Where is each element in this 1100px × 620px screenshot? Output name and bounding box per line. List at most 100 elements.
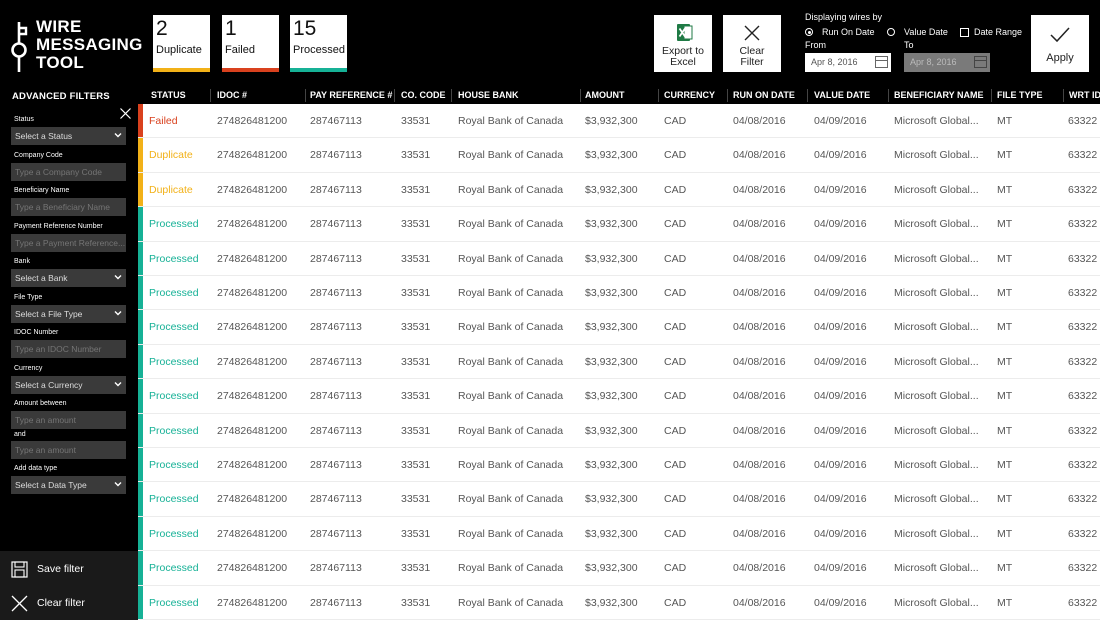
house-bank-cell: Royal Bank of Canada bbox=[458, 424, 564, 437]
idoc-number-input[interactable] bbox=[11, 340, 126, 358]
column-header-value-date[interactable]: VALUE DATE bbox=[814, 90, 871, 100]
amount-min-input[interactable] bbox=[11, 411, 126, 429]
export-excel-button[interactable]: Export to Excel bbox=[654, 15, 712, 72]
table-row[interactable]: Processed 274826481200 287467113 33531 Royal… bbox=[138, 516, 1100, 552]
currency-cell: CAD bbox=[664, 149, 687, 162]
status-select[interactable]: Select a Status bbox=[11, 127, 126, 145]
beneficiary-name-cell: Microsoft Global... bbox=[894, 527, 979, 540]
radio-unselected-icon[interactable] bbox=[887, 28, 895, 36]
table-row[interactable]: Processed 274826481200 287467113 33531 Royal… bbox=[138, 413, 1100, 448]
currency-cell: CAD bbox=[664, 115, 687, 127]
file-type-cell: MT bbox=[997, 596, 1013, 609]
currency-select[interactable]: Select a Currency bbox=[11, 376, 126, 394]
amount-max-input[interactable] bbox=[11, 441, 126, 459]
status-cell: Duplicate bbox=[149, 149, 193, 162]
table-row[interactable]: Processed 274826481200 287467113 33531 Royal… bbox=[138, 448, 1100, 483]
company-code-input[interactable] bbox=[11, 163, 126, 181]
column-header-wrt-id[interactable]: WRT ID bbox=[1069, 90, 1100, 100]
status-stripe bbox=[138, 413, 143, 447]
beneficiary-name-input[interactable] bbox=[11, 198, 126, 216]
save-filter-button[interactable]: Save filter bbox=[0, 554, 138, 584]
column-header-status[interactable]: STATUS bbox=[151, 90, 186, 100]
wrt-id-cell: 63322 bbox=[1068, 390, 1098, 403]
pay-reference-cell: 287467113 bbox=[310, 183, 362, 196]
file-type-select[interactable]: Select a File Type bbox=[11, 305, 126, 323]
idoc-number-label: IDOC Number bbox=[14, 329, 59, 336]
run-on-date-cell: 04/08/2016 bbox=[733, 252, 786, 265]
table-row[interactable]: Processed 274826481200 287467113 33531 Royal… bbox=[138, 310, 1100, 345]
from-date-picker[interactable]: Apr 8, 2016 bbox=[805, 53, 891, 72]
co-code-cell: 33531 bbox=[401, 115, 431, 127]
calendar-icon[interactable] bbox=[875, 56, 888, 68]
wrt-id-cell: 63322 bbox=[1068, 562, 1098, 575]
value-date-cell: 04/09/2016 bbox=[814, 218, 867, 231]
column-header-beneficiary-name[interactable]: BENEFICIARY NAME bbox=[894, 90, 984, 100]
table-row[interactable]: Failed 274826481200 287467113 33531 Royal Ba… bbox=[138, 104, 1100, 139]
table-row[interactable]: Processed 274826481200 287467113 33531 Royal… bbox=[138, 379, 1100, 414]
duplicate-count-card[interactable]: 2 Duplicate bbox=[153, 15, 210, 72]
status-cell: Processed bbox=[149, 493, 199, 506]
checkbox-icon[interactable] bbox=[960, 27, 969, 37]
status-cell: Processed bbox=[149, 218, 199, 231]
idoc-cell: 274826481200 bbox=[217, 149, 288, 162]
table-row[interactable]: Duplicate 274826481200 287467113 33531 Royal… bbox=[138, 138, 1100, 173]
currency-cell: CAD bbox=[664, 527, 687, 540]
column-divider bbox=[1063, 89, 1064, 102]
column-divider bbox=[580, 89, 581, 102]
wrt-id-cell: 63322 bbox=[1068, 596, 1098, 609]
close-icon bbox=[744, 25, 760, 41]
column-header-co-code[interactable]: CO. CODE bbox=[401, 90, 446, 100]
failed-count-card[interactable]: 1 Failed bbox=[222, 15, 279, 72]
column-header-idoc[interactable]: IDOC # bbox=[217, 90, 248, 100]
app-title-line: MESSAGING bbox=[36, 35, 143, 54]
to-label: To bbox=[904, 40, 914, 50]
table-row[interactable]: Processed 274826481200 287467113 33531 Royal… bbox=[138, 482, 1100, 517]
close-icon[interactable] bbox=[120, 108, 131, 119]
value-date-option[interactable]: Value Date bbox=[887, 27, 948, 37]
amount-cell: $3,932,300 bbox=[585, 252, 638, 265]
file-type-cell: MT bbox=[997, 218, 1013, 231]
table-row[interactable]: Processed 274826481200 287467113 33531 Royal… bbox=[138, 344, 1100, 380]
column-header-amount[interactable]: AMOUNT bbox=[585, 90, 625, 100]
currency-cell: CAD bbox=[664, 493, 687, 506]
beneficiary-name-cell: Microsoft Global... bbox=[894, 459, 979, 471]
wrt-id-cell: 63322 bbox=[1068, 252, 1098, 265]
to-date-picker: Apr 8, 2016 bbox=[904, 53, 990, 72]
amount-cell: $3,932,300 bbox=[585, 115, 638, 127]
run-on-date-cell: 04/08/2016 bbox=[733, 287, 786, 299]
radio-selected-icon[interactable] bbox=[805, 28, 813, 36]
column-header-currency[interactable]: CURRENCY bbox=[664, 90, 716, 100]
payment-reference-input[interactable] bbox=[11, 234, 126, 252]
run-on-date-cell: 04/08/2016 bbox=[733, 390, 786, 403]
amount-and-label: and bbox=[14, 431, 26, 438]
processed-count-card[interactable]: 15 Processed bbox=[290, 15, 347, 72]
date-range-option[interactable]: Date Range bbox=[960, 27, 1022, 37]
table-row[interactable]: Processed 274826481200 287467113 33531 Royal… bbox=[138, 551, 1100, 586]
status-cell: Processed bbox=[149, 562, 199, 575]
table-row[interactable]: Processed 274826481200 287467113 33531 Royal… bbox=[138, 276, 1100, 311]
status-stripe bbox=[138, 551, 143, 585]
bank-select[interactable]: Select a Bank bbox=[11, 269, 126, 287]
column-header-file-type[interactable]: FILE TYPE bbox=[997, 90, 1043, 100]
app-logo: WIRE MESSAGING TOOL bbox=[10, 16, 143, 76]
data-type-select[interactable]: Select a Data Type bbox=[11, 476, 126, 494]
wrt-id-cell: 63322 bbox=[1068, 321, 1098, 334]
run-on-date-option[interactable]: Run On Date bbox=[805, 27, 875, 37]
column-header-house-bank[interactable]: HOUSE BANK bbox=[458, 90, 519, 100]
status-cell: Processed bbox=[149, 390, 199, 403]
file-type-label: File Type bbox=[14, 294, 43, 301]
column-header-pay-reference[interactable]: PAY REFERENCE # bbox=[310, 90, 393, 100]
column-header-run-on-date[interactable]: RUN ON DATE bbox=[733, 90, 795, 100]
table-row[interactable]: Processed 274826481200 287467113 33531 Royal… bbox=[138, 241, 1100, 276]
chevron-down-icon bbox=[114, 311, 122, 316]
clear-filter-sidebar-button[interactable]: Clear filter bbox=[0, 588, 138, 618]
apply-button[interactable]: Apply bbox=[1031, 15, 1089, 72]
table-row[interactable]: Duplicate 274826481200 287467113 33531 Royal… bbox=[138, 172, 1100, 208]
advanced-filters-sidebar: ADVANCED FILTERS Status Select a Status … bbox=[0, 87, 138, 620]
table-row[interactable]: Processed 274826481200 287467113 33531 Royal… bbox=[138, 585, 1100, 620]
wrt-id-cell: 63322 bbox=[1068, 183, 1098, 196]
table-row[interactable]: Processed 274826481200 287467113 33531 Royal… bbox=[138, 207, 1100, 242]
status-select-value: Select a Status bbox=[15, 131, 73, 141]
status-cell: Processed bbox=[149, 424, 199, 437]
clear-filter-button[interactable]: Clear Filter bbox=[723, 15, 781, 72]
